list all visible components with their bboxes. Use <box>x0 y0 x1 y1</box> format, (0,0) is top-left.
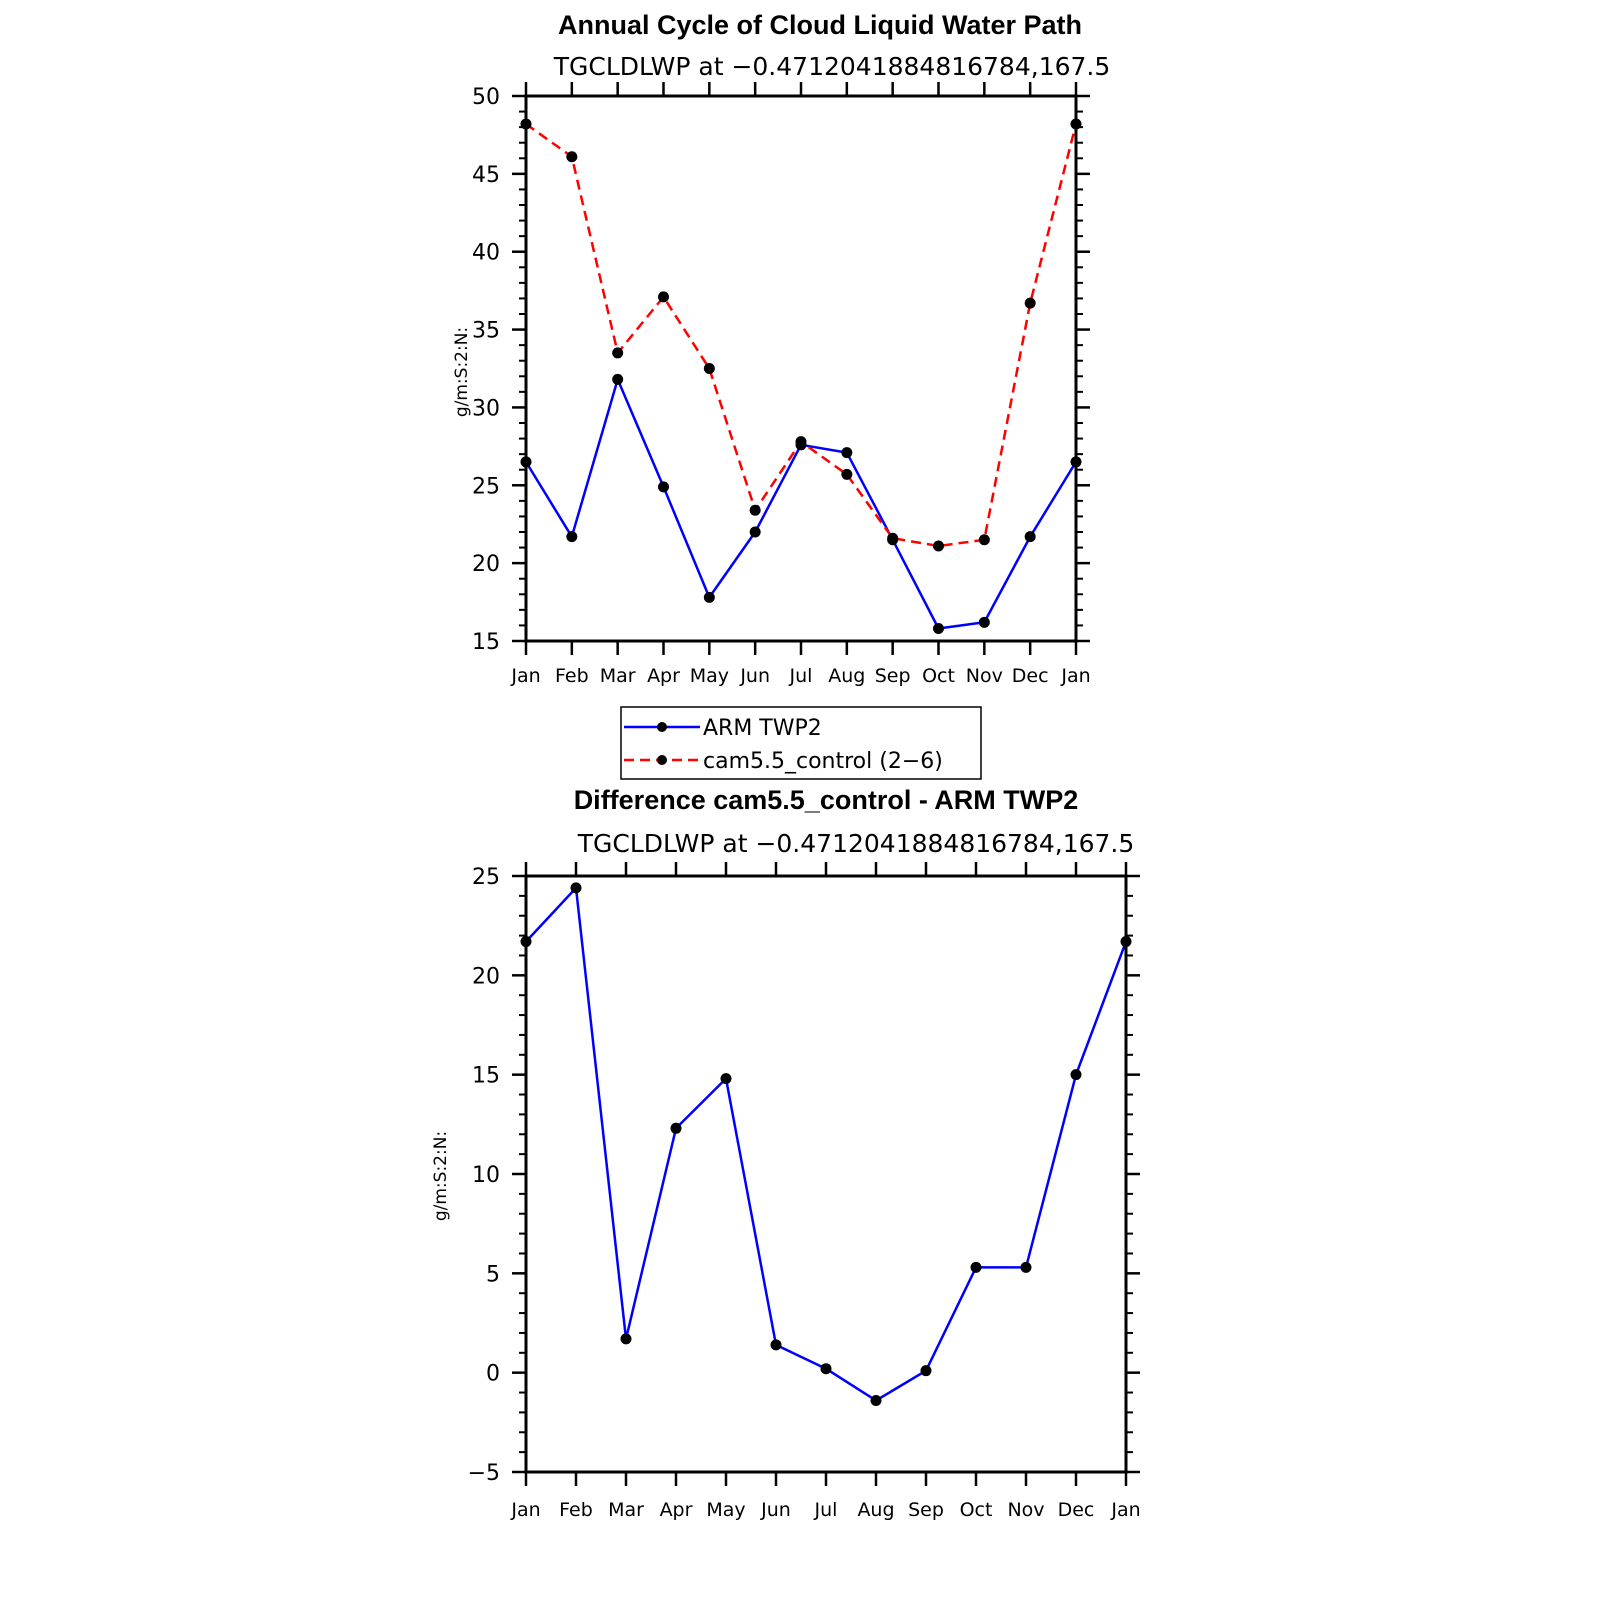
data-point <box>841 447 853 459</box>
x-tick-label: Jan <box>1110 1499 1140 1521</box>
x-tick-label: Dec <box>1058 1499 1095 1521</box>
tick-labels: −5 0 5 10 15 20 25 Jan Feb Mar Apr May Jun Jul Aug Sep O… <box>468 865 1141 1521</box>
data-point <box>703 591 715 603</box>
data-point <box>978 616 990 628</box>
data-point <box>612 347 624 359</box>
x-tick-label: Aug <box>828 665 865 687</box>
y-tick-label: 20 <box>472 964 500 989</box>
data-point <box>566 531 578 543</box>
data-point <box>933 623 944 635</box>
y-tick-label: 40 <box>472 241 500 266</box>
x-tick-label: Jan <box>1060 665 1090 687</box>
y-tick-label: 25 <box>472 865 500 890</box>
legend-box <box>620 706 982 780</box>
y-tick-label: 5 <box>486 1262 500 1287</box>
x-tick-label: Nov <box>966 665 1003 687</box>
panel-difference: Difference cam5.5_control - ARM TWP2 TGC… <box>431 785 1141 1521</box>
y-tick-label: 35 <box>472 319 500 344</box>
x-tick-label: Jan <box>510 665 540 687</box>
x-tick-label: Jul <box>814 1499 838 1521</box>
data-point <box>1024 531 1036 543</box>
data-point <box>970 1261 982 1273</box>
data-point <box>749 504 761 516</box>
data-point <box>770 1339 782 1351</box>
y-tick-label: 15 <box>472 630 500 655</box>
y-tick-label: 50 <box>472 85 500 110</box>
data-point <box>933 540 944 552</box>
x-tick-label: Sep <box>908 1499 944 1521</box>
chart-title: Annual Cycle of Cloud Liquid Water Path <box>558 10 1082 40</box>
x-tick-label: Oct <box>960 1499 993 1521</box>
x-tick-label: Dec <box>1012 665 1049 687</box>
x-tick-label: Feb <box>559 1499 593 1521</box>
x-tick-label: Apr <box>647 665 680 687</box>
x-tick-label: Mar <box>608 1499 644 1521</box>
y-tick-label: 0 <box>486 1362 500 1387</box>
legend-label-cam: cam5.5_control (2−6) <box>703 749 943 774</box>
data-point <box>566 151 578 163</box>
x-tick-label: Sep <box>875 665 911 687</box>
x-tick-label: Jun <box>739 665 770 687</box>
data-point <box>749 526 761 538</box>
data-point <box>1070 1069 1082 1081</box>
data-point <box>612 373 624 385</box>
tick-marks <box>512 862 1140 1486</box>
chart-title: Difference cam5.5_control - ARM TWP2 <box>574 785 1079 815</box>
panel-annual-cycle: Annual Cycle of Cloud Liquid Water Path … <box>452 10 1110 687</box>
plot-frame <box>524 874 1128 1474</box>
data-point <box>870 1394 882 1406</box>
x-tick-label: Jul <box>789 665 813 687</box>
y-tick-label: 30 <box>472 396 500 421</box>
legend-marker-arm <box>657 722 667 732</box>
x-tick-label: Jan <box>510 1499 540 1521</box>
x-tick-label: May <box>706 1499 745 1521</box>
y-axis-label: g/m:S:2:N: <box>431 1131 451 1221</box>
y-tick-label: −5 <box>468 1461 500 1486</box>
series-line <box>525 122 1078 548</box>
y-axis-label: g/m:S:2:N: <box>452 327 472 417</box>
x-tick-label: Jun <box>760 1499 791 1521</box>
legend-marker-cam <box>657 755 667 765</box>
data-point <box>820 1363 832 1375</box>
series-line <box>525 886 1128 1402</box>
series-layer <box>520 882 1132 1406</box>
data-point <box>720 1073 732 1085</box>
series-line <box>524 378 1078 630</box>
y-tick-label: 45 <box>472 163 500 188</box>
plot-frame <box>524 94 1078 643</box>
data-point <box>670 1122 682 1134</box>
data-point <box>795 436 807 448</box>
data-point <box>658 481 669 493</box>
data-point <box>1024 297 1036 309</box>
x-tick-label: Mar <box>600 665 636 687</box>
x-tick-label: Apr <box>660 1499 693 1521</box>
x-tick-label: Nov <box>1007 1499 1044 1521</box>
legend: ARM TWP2 cam5.5_control (2−6) <box>620 706 982 780</box>
x-tick-label: Oct <box>922 665 955 687</box>
x-tick-label: Aug <box>857 1499 894 1521</box>
x-tick-label: May <box>690 665 729 687</box>
legend-label-arm: ARM TWP2 <box>703 716 822 741</box>
data-point <box>841 468 853 480</box>
y-tick-label: 20 <box>472 552 500 577</box>
chart-subtitle: TGCLDLWP at −0.4712041884816784,167.5 <box>553 52 1111 81</box>
y-tick-label: 15 <box>472 1064 500 1089</box>
data-point <box>570 882 582 894</box>
data-point <box>978 534 990 546</box>
y-tick-label: 25 <box>472 474 500 499</box>
x-tick-label: Feb <box>555 665 589 687</box>
y-tick-label: 10 <box>472 1163 500 1188</box>
tick-marks <box>512 82 1090 655</box>
data-point <box>658 291 669 303</box>
data-point <box>703 363 715 374</box>
data-point <box>920 1365 932 1377</box>
series-layer <box>520 118 1082 635</box>
chart-subtitle: TGCLDLWP at −0.4712041884816784,167.5 <box>577 829 1135 858</box>
data-point <box>1020 1261 1032 1273</box>
data-point <box>887 532 899 544</box>
tick-labels: 15 20 25 30 35 40 45 50 Jan Feb Mar Apr May Jun Jul Aug… <box>472 85 1091 687</box>
data-point <box>620 1333 632 1345</box>
